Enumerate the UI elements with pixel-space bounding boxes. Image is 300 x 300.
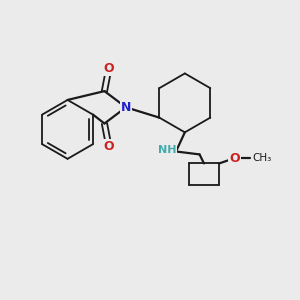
Text: CH₃: CH₃ <box>253 153 272 163</box>
Text: O: O <box>103 61 114 75</box>
Text: O: O <box>229 152 240 165</box>
Text: O: O <box>103 140 114 153</box>
Text: N: N <box>121 101 131 114</box>
Text: NH: NH <box>158 145 176 155</box>
